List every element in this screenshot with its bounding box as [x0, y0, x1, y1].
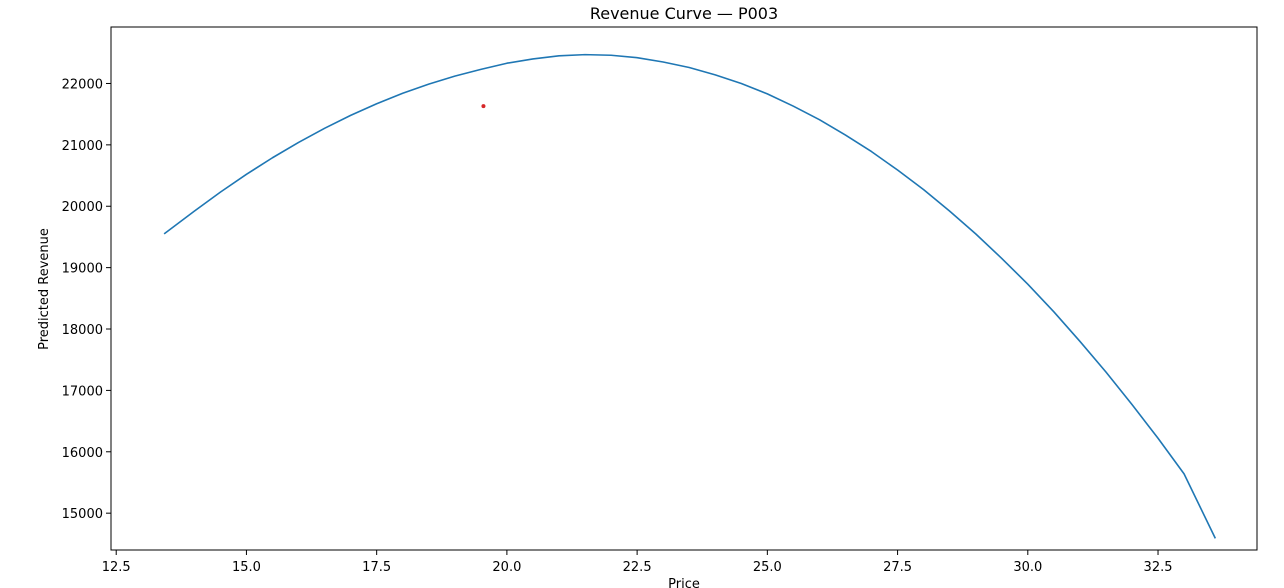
y-tick-label: 20000 — [62, 200, 103, 215]
y-tick-label: 15000 — [62, 507, 103, 522]
y-axis-title: Predicted Revenue — [37, 228, 52, 350]
current-price-point — [481, 104, 486, 109]
plot-area — [110, 26, 1258, 551]
x-tick-label: 15.0 — [232, 560, 261, 575]
series-layer — [163, 53, 1217, 539]
x-axis-title: Price — [668, 577, 700, 588]
chart-title: Revenue Curve — P003 — [590, 4, 778, 23]
x-axis: 12.5 15.0 17.5 20.0 22.5 25.0 27.5 30.0 32.5 — [102, 550, 1173, 575]
y-tick-label: 22000 — [62, 77, 103, 92]
x-tick-label: 25.0 — [753, 560, 782, 575]
y-tick-label: 21000 — [62, 139, 103, 154]
x-tick-label: 27.5 — [883, 560, 912, 575]
x-tick-label: 22.5 — [623, 560, 652, 575]
x-tick-label: 20.0 — [492, 560, 521, 575]
x-tick-label: 17.5 — [362, 560, 391, 575]
revenue-curve-line — [163, 53, 1217, 539]
y-tick-label: 18000 — [62, 323, 103, 338]
x-tick-label: 32.5 — [1144, 560, 1173, 575]
y-axis: 15000 16000 17000 18000 19000 20000 21000 22000 — [62, 77, 111, 522]
y-tick-label: 19000 — [62, 262, 103, 277]
x-tick-label: 12.5 — [102, 560, 131, 575]
y-tick-label: 17000 — [62, 384, 103, 399]
y-tick-label: 16000 — [62, 446, 103, 461]
x-tick-label: 30.0 — [1013, 560, 1042, 575]
